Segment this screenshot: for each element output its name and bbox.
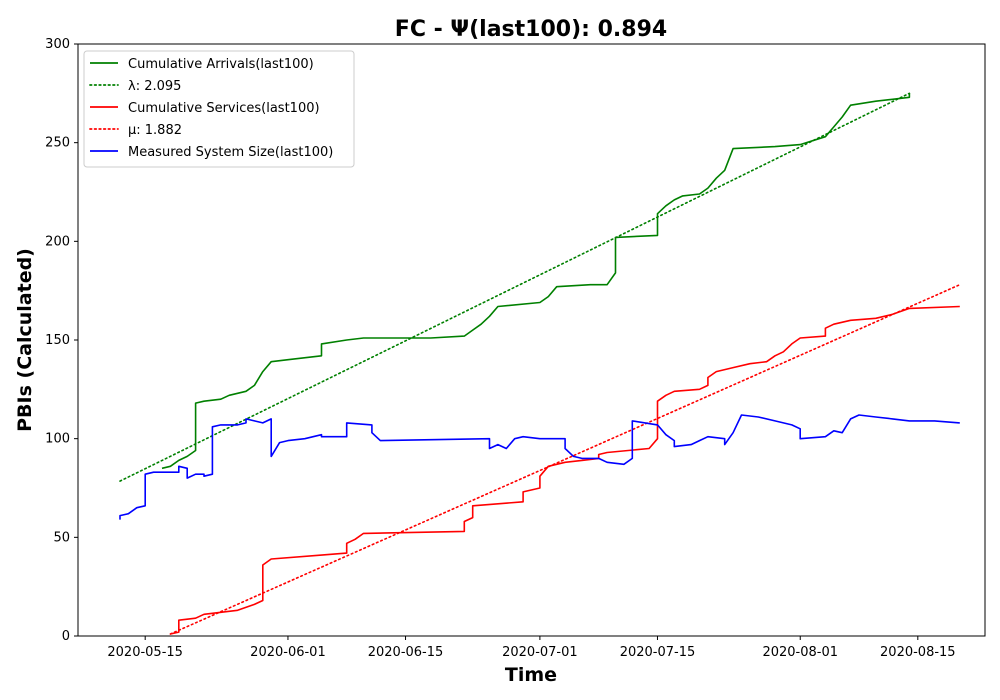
x-tick-label: 2020-07-15 (620, 645, 696, 660)
y-tick-label: 50 (53, 530, 70, 545)
series-line-1-cumulative-arrivals-last100 (161, 93, 911, 470)
y-tick-label: 150 (45, 333, 70, 348)
series-line-3-cumulative-services-last100 (170, 305, 960, 635)
legend-label-5: Measured System Size(last100) (128, 145, 333, 160)
y-tick-label: 0 (62, 629, 70, 644)
y-axis: 0 50 100 150 200 250 300 (45, 37, 78, 644)
series-line-2-2-095 (119, 92, 911, 482)
x-tick-label: 2020-07-01 (502, 645, 578, 660)
y-tick-label: 250 (45, 136, 70, 151)
y-axis-label: PBIs (Calculated) (14, 248, 36, 432)
legend-label-3: Cumulative Services(last100) (128, 101, 320, 116)
legend-label-4: μ: 1.882 (128, 123, 182, 138)
x-tick-label: 2020-06-15 (368, 645, 444, 660)
legend-label-1: Cumulative Arrivals(last100) (128, 57, 314, 72)
x-tick-label: 2020-08-15 (880, 645, 956, 660)
x-axis: 2020-05-15 2020-06-01 2020-06-15 2020-07-01… (107, 636, 956, 660)
plot-area (119, 92, 961, 635)
y-tick-label: 100 (45, 432, 70, 447)
series-line-4-1-882 (169, 283, 961, 635)
y-tick-label: 200 (45, 234, 70, 249)
legend-box (83, 50, 355, 168)
x-tick-label: 2020-08-01 (762, 645, 838, 660)
x-tick-label: 2020-05-15 (107, 645, 183, 660)
legend: Cumulative Arrivals(last100) λ: 2.095 Cumu… (83, 50, 355, 168)
legend-label-2: λ: 2.095 (128, 79, 181, 94)
chart-title: FC - Ψ(last100): 0.894 (395, 17, 667, 42)
x-axis-label: Time (505, 664, 557, 686)
series-line-5-measured-system-size-last100 (119, 414, 960, 520)
x-tick-label: 2020-06-01 (250, 645, 326, 660)
y-tick-label: 300 (45, 37, 70, 52)
